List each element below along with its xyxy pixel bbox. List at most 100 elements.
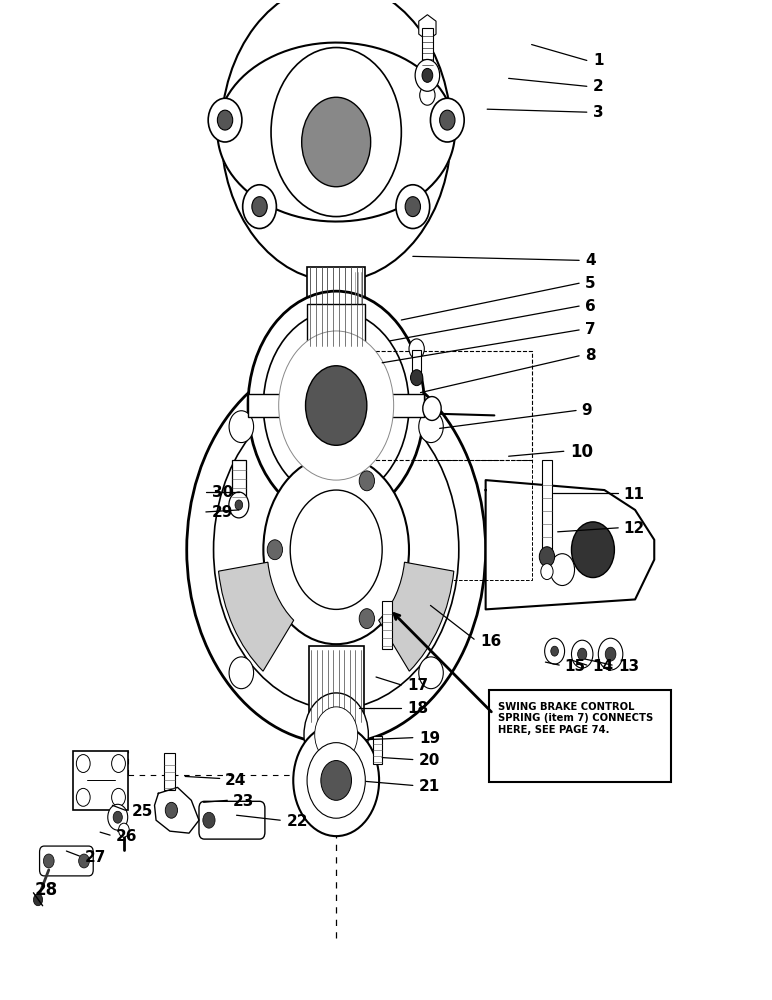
Circle shape [187,356,486,744]
Circle shape [252,197,267,217]
Text: 21: 21 [419,779,440,794]
Circle shape [229,411,253,443]
Circle shape [302,97,371,187]
FancyBboxPatch shape [422,28,433,65]
Circle shape [409,339,425,359]
Circle shape [112,788,125,806]
Text: 4: 4 [585,253,596,268]
Circle shape [411,370,423,386]
Text: 26: 26 [117,829,137,844]
Circle shape [76,755,90,772]
Circle shape [279,331,394,480]
Polygon shape [486,480,654,609]
Circle shape [605,647,616,661]
Text: 29: 29 [212,505,233,520]
Circle shape [229,492,249,518]
Circle shape [307,743,365,818]
Circle shape [79,854,90,868]
Circle shape [108,804,127,830]
Circle shape [304,693,368,776]
Polygon shape [154,787,199,833]
Circle shape [418,657,443,689]
Wedge shape [378,562,454,671]
Circle shape [229,657,253,689]
FancyBboxPatch shape [164,753,175,790]
Text: 18: 18 [408,701,428,716]
Text: 27: 27 [85,850,107,865]
Circle shape [415,59,439,91]
Circle shape [577,648,587,660]
Circle shape [315,707,357,763]
Wedge shape [292,396,381,467]
Circle shape [214,391,459,709]
Circle shape [290,346,382,465]
Text: 13: 13 [618,659,639,674]
Circle shape [306,366,367,445]
Text: 17: 17 [408,678,428,693]
Text: 5: 5 [585,276,596,291]
Circle shape [242,185,276,229]
Circle shape [550,646,558,656]
Circle shape [359,471,374,491]
Circle shape [263,455,409,644]
Circle shape [418,411,443,443]
Circle shape [405,197,421,217]
FancyBboxPatch shape [542,460,552,550]
Circle shape [540,547,554,567]
Text: 8: 8 [585,348,596,363]
Text: 30: 30 [212,485,233,500]
Text: 6: 6 [585,299,596,314]
Circle shape [119,823,129,837]
FancyBboxPatch shape [232,460,245,500]
Text: 19: 19 [419,731,440,746]
Text: 11: 11 [624,487,645,502]
Text: 15: 15 [564,659,586,674]
Text: 28: 28 [35,881,58,899]
Circle shape [235,500,242,510]
Text: 25: 25 [131,804,153,819]
Circle shape [293,725,379,836]
Text: 22: 22 [286,814,308,829]
Wedge shape [218,562,293,671]
Polygon shape [218,43,455,222]
Text: 3: 3 [593,105,604,120]
FancyBboxPatch shape [39,846,93,876]
FancyBboxPatch shape [309,646,364,726]
Circle shape [113,811,122,823]
FancyBboxPatch shape [373,736,382,764]
Text: 7: 7 [585,322,596,337]
Circle shape [248,291,425,520]
Circle shape [208,98,242,142]
Text: 9: 9 [581,403,592,418]
Circle shape [112,755,125,772]
FancyBboxPatch shape [307,304,365,346]
Text: 14: 14 [592,659,613,674]
Circle shape [263,311,409,500]
Circle shape [439,110,455,130]
Circle shape [545,638,564,664]
Circle shape [165,802,178,818]
Circle shape [203,812,215,828]
Circle shape [321,761,351,800]
FancyBboxPatch shape [412,350,422,372]
Text: 2: 2 [593,79,604,94]
Text: 20: 20 [419,753,440,768]
Text: 10: 10 [570,443,593,461]
Circle shape [218,110,232,130]
Circle shape [431,98,464,142]
Circle shape [598,638,623,670]
Circle shape [541,564,553,580]
Circle shape [396,185,430,229]
Circle shape [267,540,283,560]
Circle shape [550,554,574,586]
Text: 1: 1 [593,53,604,68]
Circle shape [423,397,441,420]
Text: 12: 12 [624,521,645,536]
Circle shape [290,490,382,609]
Circle shape [76,788,90,806]
FancyBboxPatch shape [199,801,265,839]
FancyBboxPatch shape [489,690,671,782]
Text: 16: 16 [480,634,502,649]
Circle shape [422,68,433,82]
FancyBboxPatch shape [382,601,392,649]
